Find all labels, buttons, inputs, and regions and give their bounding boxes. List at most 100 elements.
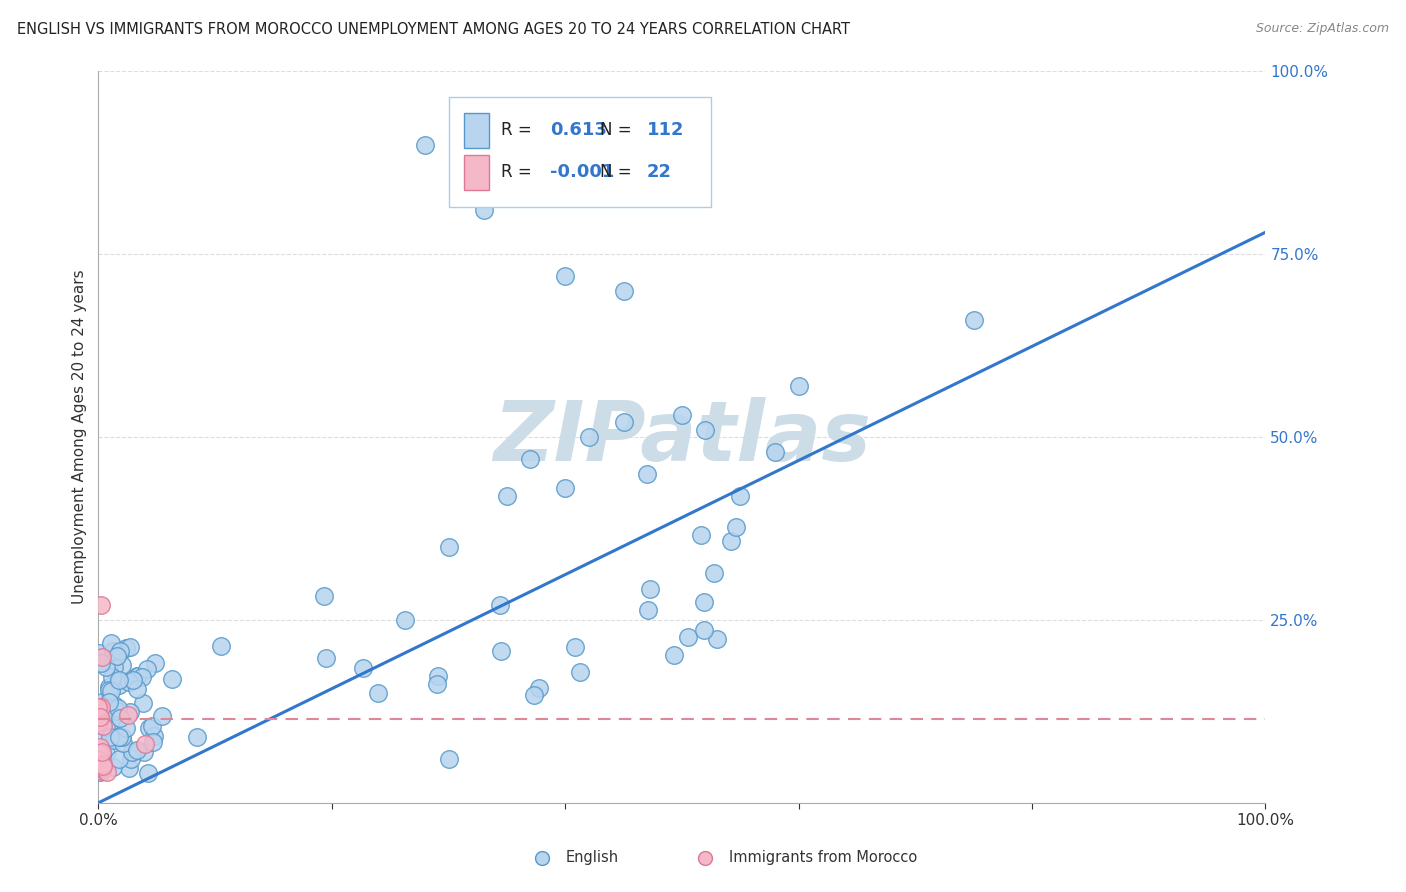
Point xyxy=(96,765,118,780)
Text: -0.001: -0.001 xyxy=(550,163,614,181)
Point xyxy=(105,705,128,719)
Point xyxy=(90,656,112,670)
Text: ENGLISH VS IMMIGRANTS FROM MOROCCO UNEMPLOYMENT AMONG AGES 20 TO 24 YEARS CORREL: ENGLISH VS IMMIGRANTS FROM MOROCCO UNEMP… xyxy=(17,22,849,37)
Point xyxy=(94,660,117,674)
Point xyxy=(367,686,389,700)
Text: N =: N = xyxy=(600,121,631,139)
Point xyxy=(437,752,460,766)
Point xyxy=(312,590,335,604)
Point xyxy=(91,761,114,775)
Point xyxy=(720,534,742,549)
Point xyxy=(98,730,121,744)
FancyBboxPatch shape xyxy=(449,97,711,207)
Point xyxy=(132,745,155,759)
Point xyxy=(150,709,173,723)
Point xyxy=(725,519,748,533)
Point xyxy=(637,603,659,617)
Point xyxy=(142,729,165,743)
Point xyxy=(554,481,576,495)
Point xyxy=(89,763,111,777)
Point xyxy=(100,636,122,650)
Point xyxy=(488,598,510,612)
Point xyxy=(693,594,716,608)
Point xyxy=(352,661,374,675)
Bar xyxy=(464,154,489,190)
Point xyxy=(706,632,728,646)
Text: R =: R = xyxy=(501,121,531,139)
Point xyxy=(136,662,159,676)
Point xyxy=(91,719,114,733)
Point xyxy=(703,566,725,581)
Point xyxy=(496,489,519,503)
Point xyxy=(91,745,114,759)
Point xyxy=(91,758,114,772)
Point xyxy=(569,665,592,679)
Point xyxy=(529,681,551,695)
Point xyxy=(138,722,160,736)
Point xyxy=(103,660,125,674)
Point xyxy=(101,670,124,684)
Point xyxy=(162,673,184,687)
Y-axis label: Unemployment Among Ages 20 to 24 years: Unemployment Among Ages 20 to 24 years xyxy=(72,269,87,605)
Point xyxy=(100,684,122,698)
Point xyxy=(89,712,111,726)
Point xyxy=(111,735,134,749)
Point xyxy=(962,313,984,327)
Point xyxy=(89,646,111,660)
Text: Source: ZipAtlas.com: Source: ZipAtlas.com xyxy=(1256,22,1389,36)
Text: 0.613: 0.613 xyxy=(550,121,607,139)
Point xyxy=(613,284,636,298)
Point xyxy=(394,613,416,627)
Point xyxy=(108,673,131,687)
Point xyxy=(94,707,117,722)
Point xyxy=(127,669,149,683)
Point xyxy=(695,423,717,437)
Point xyxy=(530,851,553,865)
Point xyxy=(118,640,141,654)
Point xyxy=(108,678,131,692)
Point xyxy=(108,711,131,725)
Point xyxy=(122,673,145,687)
Point xyxy=(120,752,142,766)
Point xyxy=(578,430,600,444)
Point xyxy=(91,756,114,771)
Point xyxy=(100,714,122,728)
Point xyxy=(97,695,120,709)
Point xyxy=(98,682,121,697)
Point xyxy=(689,528,711,542)
Point xyxy=(678,630,700,644)
Point xyxy=(87,761,110,775)
Point xyxy=(91,747,114,761)
Point xyxy=(564,640,586,655)
Point xyxy=(692,623,714,637)
Point xyxy=(131,670,153,684)
Point xyxy=(315,651,337,665)
Point xyxy=(103,648,125,663)
Point xyxy=(554,269,576,284)
Point xyxy=(90,700,112,714)
Point xyxy=(94,699,117,714)
Point xyxy=(89,735,111,749)
Point xyxy=(111,730,134,744)
Point xyxy=(117,708,139,723)
Point xyxy=(101,644,124,658)
Point xyxy=(489,644,512,658)
Point xyxy=(87,715,110,730)
Text: 112: 112 xyxy=(647,121,685,139)
Text: 22: 22 xyxy=(647,163,672,181)
Point xyxy=(730,489,752,503)
Point xyxy=(98,657,121,671)
Point xyxy=(108,752,131,766)
Point xyxy=(117,761,139,775)
Point xyxy=(638,582,661,596)
Point xyxy=(105,648,128,663)
Point xyxy=(87,746,110,760)
Point xyxy=(107,700,129,714)
Point xyxy=(519,452,541,467)
Point xyxy=(131,696,153,710)
Point xyxy=(89,710,111,724)
Text: Immigrants from Morocco: Immigrants from Morocco xyxy=(728,850,917,865)
Point xyxy=(103,760,125,774)
Point xyxy=(111,657,134,672)
Point xyxy=(186,731,208,745)
